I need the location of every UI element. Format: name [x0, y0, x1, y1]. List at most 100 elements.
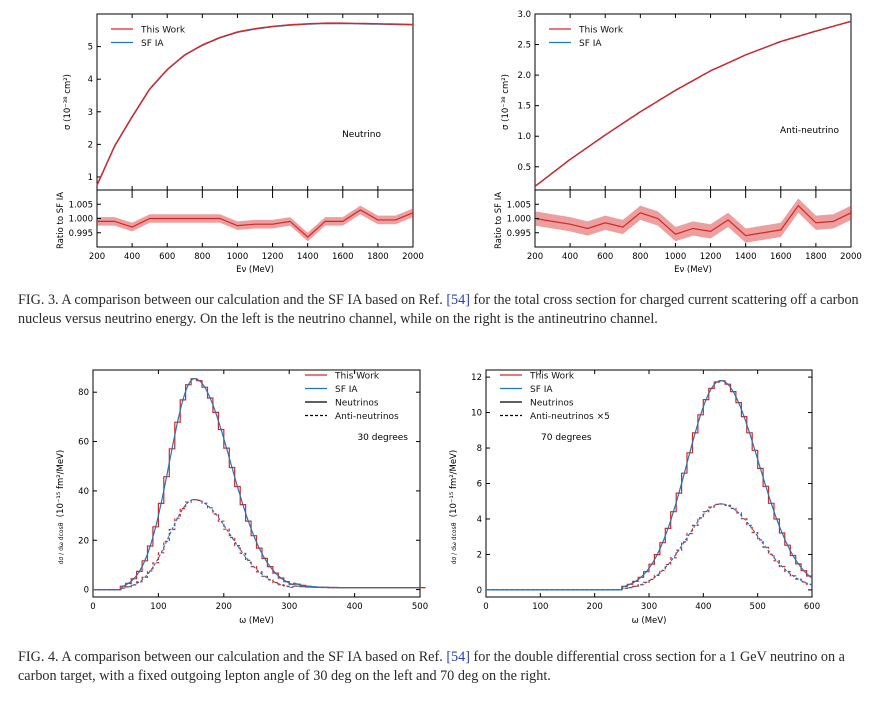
y-tick-label: 60 [78, 438, 89, 448]
x-axis-label: ω (MeV) [239, 616, 274, 626]
y-tick-label: 1.0 [517, 132, 531, 142]
angle-annotation: 30 degrees [357, 433, 408, 443]
ratio-y-axis-label: Ratio to SF IA [494, 192, 504, 249]
y-tick-label: 2.0 [517, 71, 531, 81]
y-tick-label: 0 [477, 586, 482, 596]
antineutrino-this-work-line [486, 503, 812, 591]
y-tick-label: 40 [78, 487, 89, 497]
channel-annotation: Anti-neutrino [780, 126, 840, 136]
ratio-y-tick-label: 0.995 [507, 229, 531, 239]
y-tick-label: 0 [84, 586, 89, 596]
figure-3-caption: FIG. 3. A comparison between our calcula… [18, 291, 864, 329]
main-y-axis-label: σ (10⁻³⁸ cm²) [501, 74, 511, 130]
plot-axes-frame [92, 369, 421, 598]
angle-annotation: 70 degrees [541, 433, 592, 443]
figure-4-right: 0 2 4 6 8 10 12 0 100 200 300 400 500 600 This Work SF … [449, 369, 820, 626]
legend-label-3: Anti-neutrinos ×5 [530, 412, 610, 422]
x-tick-label: 600 [804, 602, 820, 612]
y-tick-label: 4 [88, 75, 93, 85]
ratio-y-tick-label: 1.005 [507, 200, 531, 210]
x-axis-label: Eν (MeV) [236, 265, 274, 275]
x-tick-label: 2000 [402, 252, 424, 262]
ratio-line [97, 209, 414, 238]
y-axis-label: (10⁻¹⁵ fm²/MeV) [56, 450, 66, 517]
figure-4-left: 0 20 40 60 80 0 100 200 300 400 500 This Work SF IA N… [56, 369, 428, 626]
antineutrino-this-work-line [93, 499, 426, 591]
x-tick-label: 1800 [805, 252, 827, 262]
legend-label-2: Neutrinos [530, 399, 574, 409]
ratio-line [534, 204, 852, 237]
legend-label-1: SF IA [141, 39, 164, 49]
x-tick-label: 0 [483, 602, 488, 612]
y-axis-label-fraction: dσ / dω dcosθ [58, 522, 65, 564]
x-tick-label: 400 [124, 252, 140, 262]
legend-label-1: SF IA [530, 385, 553, 395]
x-tick-label: 400 [346, 602, 362, 612]
y-tick-label: 20 [78, 536, 89, 546]
neutrino-this-work-line [93, 378, 426, 591]
series-line-this-work [534, 20, 852, 187]
x-tick-label: 1600 [770, 252, 792, 262]
y-tick-label: 2 [477, 550, 482, 560]
channel-annotation: Neutrino [342, 130, 381, 140]
legend-label-2: Neutrinos [335, 399, 379, 409]
y-tick-label: 10 [471, 409, 482, 419]
x-tick-label: 400 [695, 602, 711, 612]
x-tick-label: 1200 [700, 252, 722, 262]
legend-label-0: This Work [334, 372, 380, 382]
figure-3-caption-tail: for the total cross section for charged … [18, 292, 859, 327]
ratio-uncertainty-band [97, 205, 413, 242]
ratio-y-tick-label: 0.995 [69, 229, 93, 239]
series-line-this-work [96, 22, 413, 186]
y-tick-label: 3 [88, 108, 93, 118]
y-tick-label: 2 [88, 140, 93, 150]
y-tick-label: 3.0 [517, 10, 531, 20]
x-axis-label: Eν (MeV) [674, 265, 712, 275]
legend-label-0: This Work [140, 26, 186, 36]
figure-4-caption-tail: for the double differential cross sectio… [18, 649, 845, 684]
neutrino-sf-ia-line [93, 377, 420, 591]
figure-3-left: 1 2 3 4 5 This Work SF IA Neutrino σ (10⁻³⁸ cm²)… [56, 13, 424, 275]
x-tick-label: 1000 [665, 252, 687, 262]
y-tick-label: 2.5 [517, 41, 531, 51]
x-tick-label: 300 [281, 602, 297, 612]
legend-label-0: This Work [578, 26, 624, 36]
x-tick-label: 1400 [297, 252, 319, 262]
ratio-y-tick-label: 1.005 [69, 200, 93, 210]
figure-3-reference-link[interactable]: [54] [446, 292, 470, 308]
x-tick-label: 800 [194, 252, 210, 262]
x-tick-label: 300 [641, 602, 657, 612]
ratio-uncertainty-band [535, 198, 851, 243]
x-tick-label: 500 [750, 602, 766, 612]
x-axis-label: ω (MeV) [632, 616, 667, 626]
x-tick-label: 100 [532, 602, 548, 612]
x-tick-label: 200 [216, 602, 232, 612]
y-tick-label: 12 [471, 373, 482, 383]
y-tick-label: 0.5 [517, 163, 531, 173]
ratio-y-tick-label: 1.000 [507, 215, 531, 225]
ratio-axes-frame [534, 189, 852, 248]
x-tick-label: 100 [150, 602, 166, 612]
x-tick-label: 600 [159, 252, 175, 262]
figure-4-reference-link[interactable]: [54] [446, 649, 470, 665]
x-tick-label: 0 [90, 602, 95, 612]
x-tick-label: 200 [587, 602, 603, 612]
x-tick-label: 200 [89, 252, 105, 262]
legend-label-1: SF IA [335, 385, 358, 395]
x-tick-label: 500 [412, 602, 428, 612]
figure-3-right: 0.5 1.0 1.5 2.0 2.5 3.0 This Work SF IA Anti-neu… [494, 10, 862, 275]
x-tick-label: 600 [597, 252, 613, 262]
y-tick-label: 80 [78, 388, 89, 398]
y-tick-label: 4 [477, 515, 482, 525]
legend-label-3: Anti-neutrinos [335, 412, 399, 422]
legend-label-1: SF IA [579, 39, 602, 49]
x-tick-label: 800 [632, 252, 648, 262]
x-tick-label: 200 [527, 252, 543, 262]
figure-3-caption-lead: FIG. 3. A comparison between our calcula… [18, 292, 447, 308]
ratio-y-axis-label: Ratio to SF IA [56, 192, 66, 249]
y-axis-label: (10⁻¹⁵ fm²/MeV) [449, 450, 459, 517]
y-tick-label: 1 [88, 173, 93, 183]
x-tick-label: 400 [562, 252, 578, 262]
main-y-axis-label: σ (10⁻³⁸ cm²) [63, 74, 73, 130]
